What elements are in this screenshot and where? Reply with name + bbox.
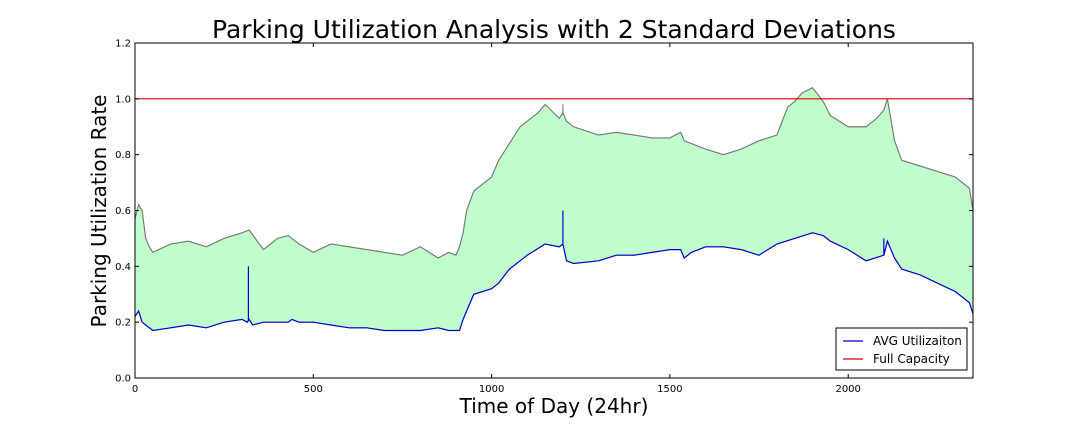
y-axis-label: Parking Utilization Rate	[87, 95, 111, 328]
x-tick-label: 1000	[479, 384, 504, 395]
y-tick-label: 0.0	[115, 374, 131, 385]
axes: 0 500 1000 1500 2000 0.0 0.2 0.4 0.6 0.8 1.0 1.2	[115, 39, 973, 395]
y-tick-label: 1.0	[115, 94, 131, 105]
x-tick-label: 500	[304, 384, 323, 395]
x-tick-label: 2000	[835, 384, 860, 395]
legend-capacity-label: Full Capacity	[873, 352, 950, 366]
legend-box	[835, 327, 968, 371]
plot-area	[134, 87, 974, 332]
x-tick-label: 0	[132, 384, 138, 395]
y-tick-label: 0.8	[115, 150, 131, 161]
legend: AVG Utilizaiton Full Capacity	[835, 327, 968, 371]
x-axis-label: Time of Day (24hr)	[459, 394, 649, 418]
y-tick-label: 0.4	[115, 262, 131, 273]
std-dev-band	[134, 87, 974, 331]
y-tick-label: 0.2	[115, 318, 131, 329]
x-tick-label: 1500	[657, 384, 682, 395]
chart-title: Parking Utilization Analysis with 2 Stan…	[212, 15, 896, 44]
legend-avg-label: AVG Utilizaiton	[873, 334, 962, 348]
avg-utilization-line	[134, 232, 974, 332]
upper-band-line	[134, 87, 974, 259]
y-tick-label: 1.2	[115, 39, 131, 50]
y-tick-label: 0.6	[115, 206, 131, 217]
